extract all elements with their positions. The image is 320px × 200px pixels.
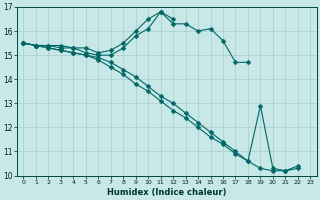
X-axis label: Humidex (Indice chaleur): Humidex (Indice chaleur)	[107, 188, 227, 197]
